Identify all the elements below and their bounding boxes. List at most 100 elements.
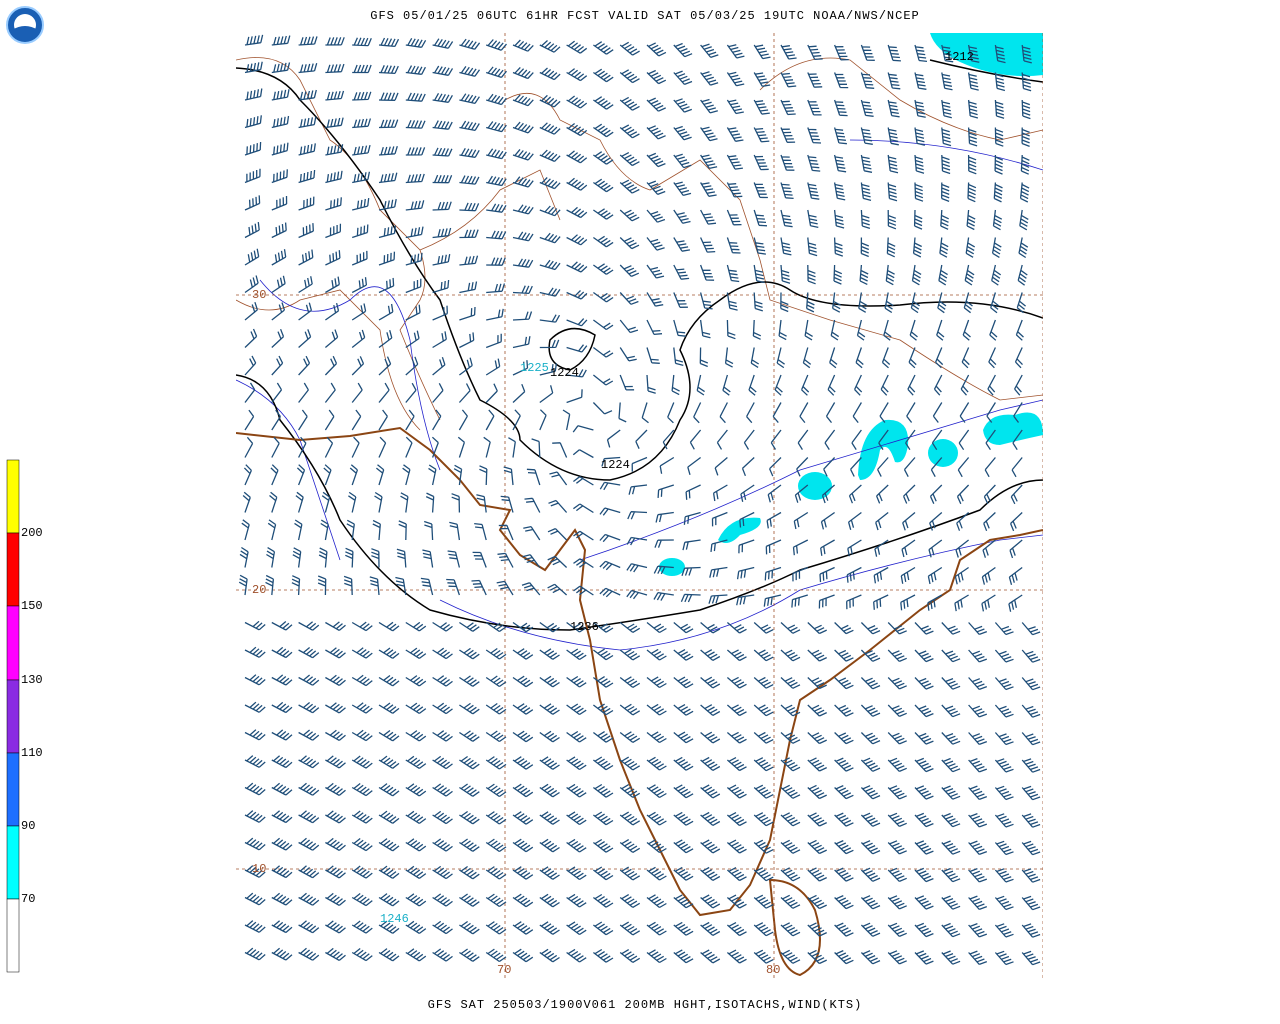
wind-barb [807,649,827,662]
wind-barb [459,202,480,212]
wind-barb [242,491,251,513]
wind-barb [405,755,427,769]
wind-barb [780,949,801,964]
wind-barb [298,837,320,851]
wind-barb [804,319,813,341]
wind-barb [485,948,507,963]
wind-barb [619,921,641,936]
wind-barb [968,785,988,801]
wind-barb [807,677,827,690]
wind-barb [646,374,656,394]
wind-barb [994,72,1006,92]
wind-barb [834,950,854,965]
wind-barb [878,429,889,450]
wind-barb [941,757,961,773]
wind-barb [459,675,480,687]
wind-barb [573,476,594,486]
wind-barb [566,783,587,798]
wind-barb [244,646,266,658]
wind-barb [699,264,715,281]
wind-barb [512,121,534,134]
wind-barb [736,566,755,580]
wind-barb [593,346,614,358]
wind-barb [432,305,448,321]
wind-barb [646,921,667,936]
wind-barb [994,154,1004,175]
wind-barb [646,69,667,85]
wind-barb [432,810,453,825]
map [236,33,1043,978]
wind-barb [662,429,675,450]
wind-barb [858,292,868,313]
wind-barb [883,319,892,341]
wind-barb [266,547,276,568]
wind-barb [726,839,747,854]
wind-barb [833,99,848,117]
wind-barb [753,922,774,937]
wind-barb [829,347,838,369]
wind-barb [432,120,453,130]
wind-barb [927,566,943,585]
wind-barb [405,330,420,349]
wind-barb [726,784,747,799]
wind-barb [646,894,667,909]
wind-barb [941,72,953,91]
latitude-label: 30 [252,288,266,302]
wind-barb [941,677,961,690]
wind-barb [566,893,587,908]
wind-barb [968,950,988,966]
wind-barb [539,675,560,688]
wind-barb [860,237,870,258]
wind-barb [244,674,266,686]
wind-barb [371,548,380,568]
wind-barb [599,481,621,491]
wind-barb [539,648,560,660]
wind-barb [593,208,614,220]
wind-barb [653,565,674,575]
wind-barb [860,895,881,910]
wind-barb [941,732,961,745]
wind-barb [432,730,453,742]
wind-barb [476,494,487,513]
wind-barb [395,576,407,596]
wind-barb [573,558,594,569]
wind-barb [696,374,705,396]
wind-barb [860,950,881,965]
wind-barb [700,43,719,59]
wind-barb [512,409,521,431]
wind-barb [739,511,755,528]
wind-barb [485,756,507,770]
wind-barb [846,594,862,610]
wind-barb [962,319,971,341]
wind-barb [887,99,900,118]
wind-barb [776,347,785,369]
wind-barb [994,895,1014,911]
wind-barb [459,838,480,852]
wind-barb [968,840,988,856]
wind-barb [913,209,923,230]
wind-barb [512,675,534,688]
wind-barb [244,782,266,796]
wind-barb [820,539,835,556]
wind-barb [420,577,434,596]
wind-barb [271,865,293,879]
wind-barb [1016,292,1027,314]
wind-barb [298,892,320,906]
wind-barb [566,290,588,300]
wind-barb [659,456,675,474]
wind-barb [244,382,256,403]
wind-barb [265,574,275,596]
wind-barb [592,374,614,386]
wind-barb [700,126,718,142]
wind-barb [512,893,534,908]
wind-barb [859,264,869,285]
wind-barb [887,867,907,882]
wind-barb [449,521,461,541]
wind-barb [566,730,587,743]
wind-barb [512,231,534,242]
wind-barb [1021,649,1041,663]
wind-barb [432,382,444,403]
wind-barb [780,757,801,772]
wind-barb [930,457,943,478]
wind-barb [432,201,452,211]
